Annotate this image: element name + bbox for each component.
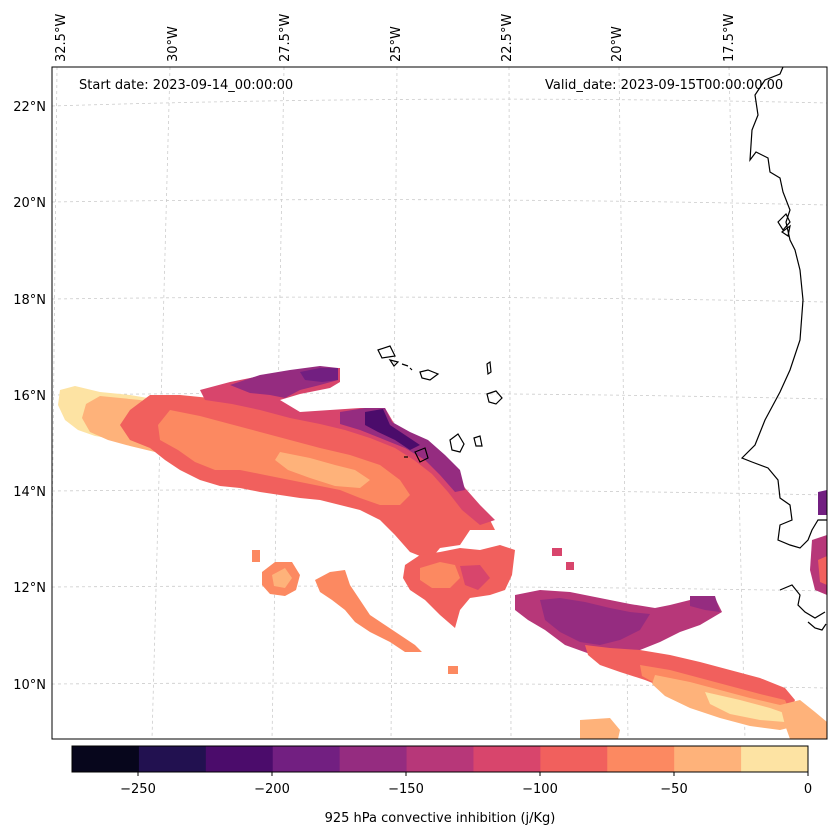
colorbar-swatch bbox=[205, 746, 274, 772]
contour-fill-n50-n25-f bbox=[780, 700, 827, 739]
colorbar-swatch bbox=[339, 746, 408, 772]
contour-fill-n75-n50-e bbox=[252, 550, 260, 562]
lon-label: 27.5°W bbox=[278, 14, 293, 62]
colorbar-tick-label: −50 bbox=[660, 782, 687, 797]
colorbar-swatch bbox=[138, 746, 207, 772]
contour-fill-n75-n50-f bbox=[448, 666, 458, 674]
colorbar-ticks: −250 −200 −150 −100 −50 0 bbox=[120, 782, 812, 797]
contour-fill-n75-n50-g bbox=[420, 562, 460, 588]
lat-label: 18°N bbox=[13, 293, 46, 308]
colorbar-tick-label: −200 bbox=[254, 782, 290, 797]
lat-label: 20°N bbox=[13, 196, 46, 211]
colorbar-label: 925 hPa convective inhibition (j/Kg) bbox=[325, 811, 556, 826]
colorbar bbox=[71, 745, 809, 776]
contour-fill-n200-n175 bbox=[300, 368, 338, 382]
lon-label: 20°W bbox=[610, 26, 625, 62]
lat-label: 14°N bbox=[13, 485, 46, 500]
map-panel bbox=[52, 67, 827, 739]
contour-fill-n175-n150-c bbox=[540, 598, 650, 645]
colorbar-swatch bbox=[272, 746, 341, 772]
contour-fill-n125-n100-b bbox=[460, 565, 490, 590]
contour-fill-n175-n150-b bbox=[340, 408, 465, 492]
colorbar-swatch bbox=[473, 746, 541, 772]
colorbar-swatch bbox=[72, 746, 140, 772]
lon-labels: 32.5°W 30°W 27.5°W 25°W 22.5°W 20°W 17.5… bbox=[54, 14, 737, 62]
contour-fill-n200-n175-b bbox=[818, 490, 827, 515]
colorbar-swatch bbox=[741, 746, 809, 772]
map-frame bbox=[51, 66, 828, 740]
contour-fill-n50-n25-c bbox=[272, 568, 292, 588]
lon-label: 30°W bbox=[166, 26, 181, 62]
lon-label: 25°W bbox=[389, 26, 404, 62]
colorbar-swatch bbox=[540, 746, 608, 772]
contour-fill-n75-n50-d bbox=[315, 570, 422, 652]
contour-fill-n125-n100-d bbox=[566, 562, 574, 570]
colorbar-frame bbox=[71, 745, 809, 773]
lat-label: 16°N bbox=[13, 389, 46, 404]
colorbar-tick-label: −100 bbox=[522, 782, 558, 797]
lat-label: 22°N bbox=[13, 100, 46, 115]
lat-label: 10°N bbox=[13, 678, 46, 693]
contour-fill-n175-n150-d bbox=[690, 596, 720, 612]
lon-label: 22.5°W bbox=[500, 14, 515, 62]
contour-fill-n25-0-b bbox=[705, 692, 790, 722]
contour-fill-n125-n100-c bbox=[552, 548, 562, 556]
lat-labels: 22°N 20°N 18°N 16°N 14°N 12°N 10°N bbox=[13, 100, 46, 693]
colorbar-swatch bbox=[674, 746, 742, 772]
colorbar-tick-label: −250 bbox=[120, 782, 156, 797]
contour-fill-n50-n25-b bbox=[275, 452, 370, 488]
lon-label: 32.5°W bbox=[54, 14, 69, 62]
colorbar-swatch bbox=[406, 746, 474, 772]
colorbar-tick-label: 0 bbox=[804, 782, 812, 797]
contour-fill-n125-n100 bbox=[200, 368, 495, 525]
colorbar-tick-label: −150 bbox=[388, 782, 424, 797]
contour-fill-n100-n75-d bbox=[818, 556, 827, 585]
valid-date-annotation: Valid_date: 2023-09-15T00:00:00.00 bbox=[545, 78, 784, 93]
lat-label: 12°N bbox=[13, 581, 46, 596]
contour-fill-n225-n200 bbox=[365, 409, 420, 450]
cin-contours bbox=[58, 366, 827, 739]
lon-label: 17.5°W bbox=[722, 14, 737, 62]
coastlines bbox=[377, 67, 827, 631]
start-date-annotation: Start date: 2023-09-14_00:00:00 bbox=[79, 78, 294, 93]
contour-fill-n50-n25-e bbox=[580, 718, 620, 739]
colorbar-swatch bbox=[607, 746, 675, 772]
